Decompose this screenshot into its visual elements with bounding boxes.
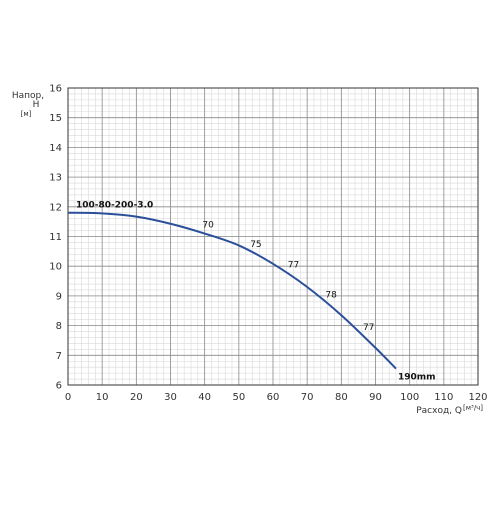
y-tick-label: 8 [56,321,62,332]
x-tick-label: 20 [130,392,143,403]
x-tick-label: 80 [335,392,348,403]
x-tick-label: 110 [434,392,453,403]
x-tick-label: 40 [198,392,211,403]
efficiency-label: 70 [202,221,214,231]
y-axis-ticks: 6 7 8 9 10 11 12 13 14 15 16 [49,84,62,392]
x-tick-label: 50 [232,392,245,403]
x-axis-title: Расход, Q [м³/ч] [416,404,483,416]
x-tick-label: 30 [164,392,177,403]
major-grid [67,87,479,386]
impeller-diameter-label: 190mm [398,373,436,383]
y-axis-unit: [м] [21,110,32,118]
y-tick-label: 9 [56,291,62,302]
y-axis-label-line1: Напор, [12,91,44,101]
x-axis-ticks: 0 10 20 30 40 50 60 70 80 90 100 110 120 [65,392,488,403]
x-tick-label: 0 [65,392,71,403]
pump-curve-line [67,211,397,370]
y-tick-label: 6 [56,381,62,392]
x-tick-label: 90 [369,392,382,403]
efficiency-label: 77 [363,323,374,333]
efficiency-label: 75 [250,240,261,250]
x-axis-label: Расход, Q [416,406,462,416]
plot-frame [67,87,479,386]
y-tick-label: 10 [49,262,62,273]
y-tick-label: 15 [49,113,62,124]
y-tick-label: 12 [49,202,62,213]
y-tick-label: 7 [56,351,62,362]
efficiency-labels: 70 75 77 78 77 [202,221,374,333]
x-tick-label: 70 [301,392,314,403]
x-tick-label: 100 [400,392,419,403]
y-axis-title: Напор, H [м] [12,91,44,118]
y-tick-label: 13 [49,173,62,184]
y-tick-label: 16 [49,84,62,95]
efficiency-label: 77 [288,261,299,271]
efficiency-label: 78 [325,290,337,300]
y-axis-label-line2: H [33,100,40,110]
y-tick-label: 14 [49,143,62,154]
x-tick-label: 120 [468,392,487,403]
x-tick-label: 60 [267,392,280,403]
y-tick-label: 11 [49,232,62,243]
x-tick-label: 10 [96,392,109,403]
x-axis-unit: [м³/ч] [463,404,483,412]
series-name-label: 100-80-200-3.0 [76,201,153,211]
series-layer: 100-80-200-3.0 190mm [67,201,436,383]
